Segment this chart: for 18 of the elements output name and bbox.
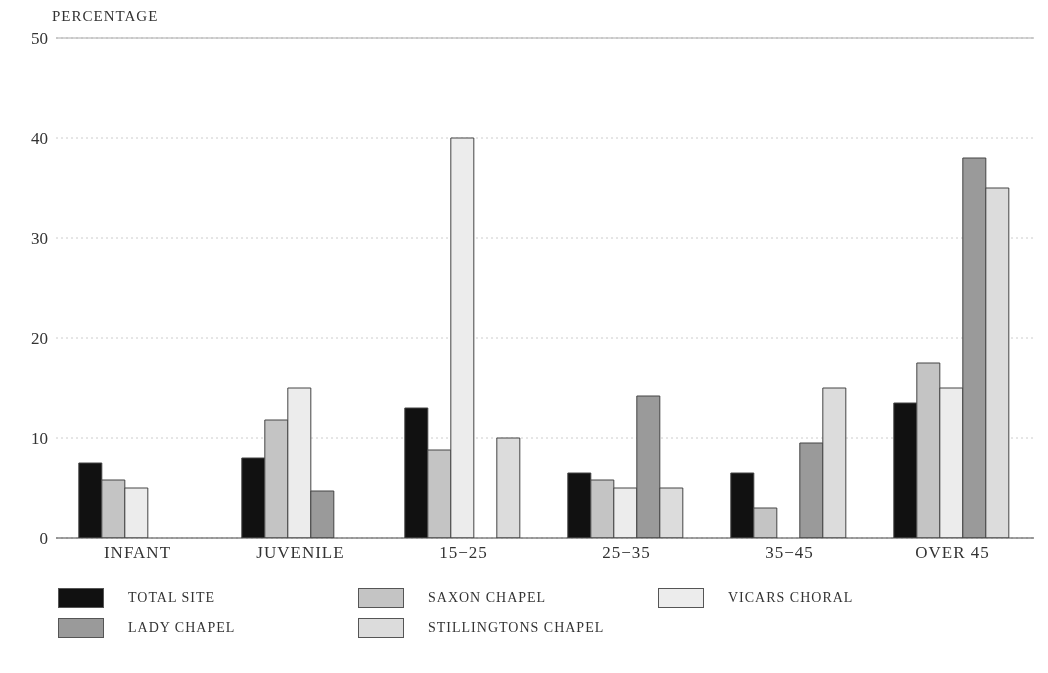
y-tick-label: 0 <box>39 529 48 549</box>
y-tick-label: 20 <box>31 329 48 349</box>
y-tick-label: 10 <box>31 429 48 449</box>
legend-label: SAXON CHAPEL <box>428 590 547 606</box>
y-tick-label: 40 <box>31 129 48 149</box>
x-tick-label: 35−45 <box>765 543 814 563</box>
legend-label: VICARS CHORAL <box>728 590 854 606</box>
legend-label: TOTAL SITE <box>128 590 216 606</box>
legend-label: LADY CHAPEL <box>128 620 236 636</box>
legend-label: STILLINGTONS CHAPEL <box>428 620 605 636</box>
y-tick-label: 30 <box>31 229 48 249</box>
x-tick-label: 15−25 <box>439 543 488 563</box>
x-tick-label: 25−35 <box>602 543 651 563</box>
x-tick-label: INFANT <box>103 543 172 563</box>
x-tick-label: OVER 45 <box>915 543 990 563</box>
x-tick-label: JUVENILE <box>256 543 345 563</box>
y-tick-label: 50 <box>31 29 48 49</box>
y-axis-title: PERCENTAGE <box>52 8 160 26</box>
